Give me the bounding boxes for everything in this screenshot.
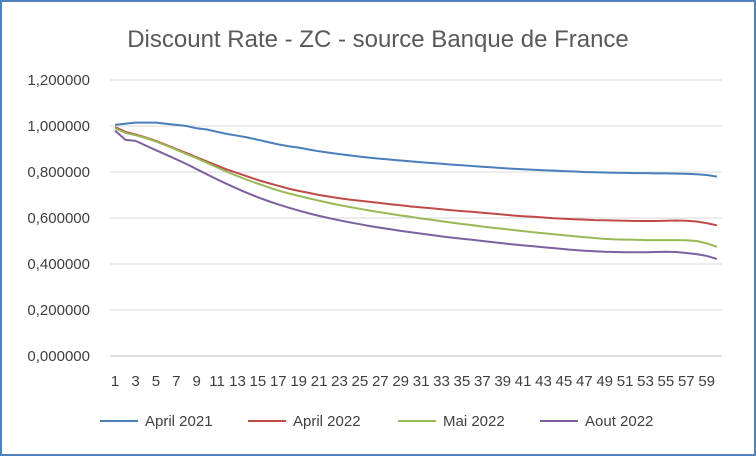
series-line	[114, 127, 718, 248]
x-tick-label: 57	[678, 373, 695, 390]
x-tick-label: 53	[637, 373, 654, 390]
legend-label: April 2022	[293, 413, 361, 430]
series-line	[114, 126, 718, 227]
series-line	[114, 129, 718, 260]
x-tick-label: 43	[535, 373, 552, 390]
x-tick-label: 59	[698, 373, 715, 390]
x-tick-label: 11	[209, 373, 225, 390]
y-tick-label: 0,800000	[27, 164, 90, 181]
x-tick-label: 23	[331, 373, 348, 390]
x-tick-label: 39	[494, 373, 511, 390]
series-line	[114, 121, 718, 178]
y-tick-label: 0,600000	[27, 210, 90, 227]
legend-label: April 2021	[145, 413, 213, 430]
chart-title: Discount Rate - ZC - source Banque de Fr…	[127, 26, 629, 53]
x-tick-label: 15	[250, 373, 267, 390]
x-axis-tick-labels: 1 3 5 7 9 11 13 15 17 19 21 23 25 27 29 31 33 35 37 39 41 43 4…	[111, 373, 715, 390]
x-tick-label: 13	[229, 373, 246, 390]
x-tick-label: 41	[515, 373, 532, 390]
x-tick-label: 31	[413, 373, 430, 390]
x-tick-label: 35	[454, 373, 471, 390]
x-tick-label: 45	[556, 373, 573, 390]
y-tick-label: 0,400000	[27, 256, 90, 273]
x-tick-label: 19	[290, 373, 307, 390]
x-tick-label: 51	[617, 373, 634, 390]
x-tick-label: 25	[352, 373, 369, 390]
legend: April 2021 April 2022 Mai 2022 Aout 2022	[100, 413, 653, 430]
y-tick-label: 0,200000	[27, 302, 90, 319]
x-tick-label: 1	[111, 373, 119, 390]
x-tick-label: 17	[270, 373, 287, 390]
x-tick-label: 29	[392, 373, 409, 390]
gridlines	[110, 79, 722, 311]
y-tick-label: 0,000000	[27, 348, 90, 365]
x-tick-label: 49	[596, 373, 613, 390]
y-axis-tick-labels: 0,000000 0,200000 0,400000 0,600000 0,800000…	[27, 72, 90, 365]
x-tick-label: 47	[576, 373, 593, 390]
x-tick-label: 7	[172, 373, 180, 390]
x-tick-label: 5	[152, 373, 160, 390]
x-tick-label: 21	[311, 373, 328, 390]
x-tick-label: 27	[372, 373, 389, 390]
y-tick-label: 1,000000	[27, 118, 90, 135]
x-tick-label: 3	[131, 373, 139, 390]
series-lines	[114, 121, 718, 260]
legend-label: Mai 2022	[443, 413, 505, 430]
y-tick-label: 1,200000	[27, 72, 90, 89]
x-tick-label: 37	[474, 373, 491, 390]
x-tick-label: 9	[193, 373, 201, 390]
x-tick-label: 33	[433, 373, 450, 390]
legend-label: Aout 2022	[585, 413, 653, 430]
x-tick-label: 55	[658, 373, 675, 390]
